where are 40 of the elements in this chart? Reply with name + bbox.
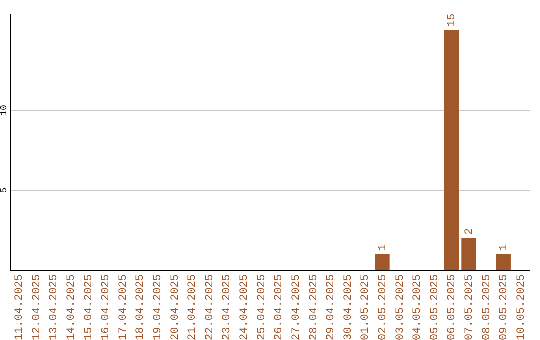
y-tick-label: 10 (0, 105, 10, 116)
y-tick-label: 5 (0, 188, 10, 194)
x-tick-label: 25.04.2025 (256, 274, 268, 340)
bar (462, 238, 476, 270)
x-tick-label: 23.04.2025 (222, 274, 234, 340)
x-tick-label: 28.04.2025 (308, 274, 320, 340)
x-tick-label: 20.04.2025 (170, 274, 182, 340)
x-tick-label: 18.04.2025 (135, 274, 148, 340)
x-tick-label: 06.05.2025 (446, 274, 459, 340)
x-tick-label: 26.04.2025 (274, 274, 286, 340)
x-tick-label: 03.05.2025 (394, 274, 407, 340)
x-tick-label: 19.04.2025 (152, 274, 165, 340)
bar (375, 254, 390, 270)
x-tick-label: 08.05.2025 (481, 274, 494, 340)
x-tick-label: 13.04.2025 (48, 274, 61, 340)
x-tick-label: 05.05.2025 (429, 274, 442, 340)
x-tick-label: 17.04.2025 (118, 274, 130, 340)
x-tick-label: 16.04.2025 (100, 274, 113, 340)
x-tick-label: 24.04.2025 (239, 274, 252, 340)
data-label: 1 (377, 244, 390, 251)
x-tick-label: 22.04.2025 (204, 274, 216, 340)
x-tick-label: 07.05.2025 (464, 274, 476, 340)
x-tick-label: 11.04.2025 (14, 274, 26, 340)
bar (444, 30, 460, 270)
x-tick-label: 14.04.2025 (66, 274, 78, 340)
data-label: 15 (446, 14, 459, 27)
data-label: 1 (498, 244, 511, 251)
x-tick-label: 15.04.2025 (83, 274, 96, 340)
x-tick-label: 04.05.2025 (412, 274, 424, 340)
x-tick-label: 21.04.2025 (187, 274, 200, 340)
x-tick-label: 27.04.2025 (290, 274, 303, 340)
x-tick-label: 29.04.2025 (326, 274, 338, 340)
x-tick-label: 12.04.2025 (31, 274, 44, 340)
x-tick-label: 01.05.2025 (360, 274, 372, 340)
x-tick-label: 10.05.2025 (516, 274, 528, 340)
bar (496, 254, 511, 270)
x-tick-label: 30.04.2025 (342, 274, 355, 340)
x-tick-label: 09.05.2025 (498, 274, 511, 340)
data-label: 2 (464, 228, 476, 235)
x-tick-label: 02.05.2025 (377, 274, 390, 340)
